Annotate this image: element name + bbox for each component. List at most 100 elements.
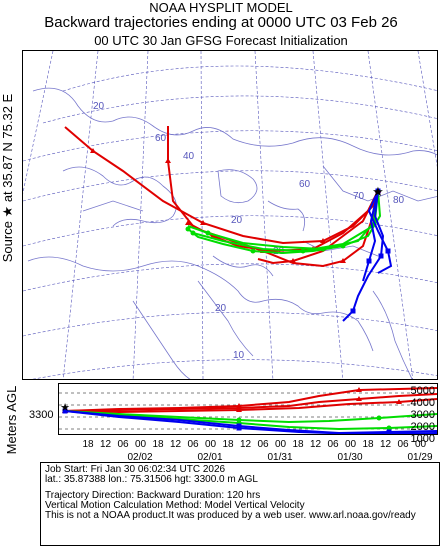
time-tick-label: 00 — [275, 439, 287, 450]
red-trajectory-1-marker — [200, 220, 206, 225]
time-tick-label: 00 — [345, 439, 357, 450]
alt-tick-3000: 3000 — [410, 409, 435, 421]
red-trajectory-3-marker — [185, 220, 191, 225]
time-tick-label: 12 — [100, 439, 112, 450]
red-trajectory-4-marker — [290, 258, 296, 263]
date-tick-label: 01/30 — [337, 452, 362, 463]
location-info: lat.: 35.87388 lon.: 75.31506 hgt: 3300.… — [45, 474, 258, 485]
parallel-50 — [23, 170, 437, 202]
altitude-source-star-icon: ★ — [60, 402, 70, 414]
green-altitude-1 — [64, 410, 437, 424]
green-trajectory-2-marker — [205, 230, 211, 236]
alt-tick-4000: 4000 — [410, 397, 435, 409]
trajectory-map[interactable]: 60 20 40 60 20 70 80 10 20 20 ★ — [22, 50, 438, 380]
blue-trajectory-1-marker — [378, 253, 384, 259]
time-tick-label: 00 — [205, 439, 217, 450]
parallel-70 — [42, 95, 437, 124]
green-trajectory-1-marker — [250, 248, 256, 254]
source-location-label: Source ★ at 35.87 N 75.32 E — [0, 93, 15, 263]
start-height-label: 3300 — [29, 409, 54, 421]
green-altitude-1-marker — [376, 415, 382, 421]
time-axis-svg: 18 12 06 00 18 12 06 00 18 12 06 00 18 12 06 00 18 12 06 00… — [82, 439, 433, 463]
red-altitude-1-marker — [356, 387, 362, 392]
time-tick-label: 18 — [222, 439, 234, 450]
alt-tick-1000: 1000 — [410, 433, 435, 445]
blue-altitude-2-marker — [236, 425, 242, 431]
blue-trajectory-1-marker — [350, 308, 356, 314]
red-trajectory-2 — [167, 126, 379, 253]
date-tick-label: 01/31 — [267, 452, 292, 463]
meridian-20 — [62, 51, 99, 379]
alt-tick-5000: 5000 — [410, 385, 435, 397]
blue-trajectory-3-marker — [375, 188, 381, 194]
lon-label-70: 70 — [353, 191, 365, 202]
lat-label-60: 60 — [155, 133, 167, 144]
meridian-10 — [23, 51, 54, 194]
parallel-60 — [23, 130, 437, 162]
red-trajectory-2-marker — [165, 158, 171, 163]
red-trajectory-3-marker — [340, 258, 346, 263]
parallel-20 — [23, 311, 437, 337]
altitude-profile[interactable]: ★ — [58, 383, 438, 435]
altitude-axis-label: Meters AGL — [4, 385, 19, 455]
date-tick-label: 02/01 — [197, 452, 222, 463]
time-tick-label: 06 — [187, 439, 199, 450]
model-title: NOAA HYSPLIT MODEL — [149, 0, 293, 15]
lat-label-40: 40 — [183, 151, 195, 162]
lat-label-20w: 20 — [93, 101, 105, 112]
alt-tick-2000: 2000 — [410, 421, 435, 433]
red-altitude-3 — [64, 398, 437, 414]
time-tick-label: 18 — [82, 439, 94, 450]
meridian-80 — [417, 51, 437, 167]
vertical-method: Vertical Motion Calculation Method: Mode… — [45, 500, 305, 511]
forecast-subtitle: 00 UTC 30 Jan GFSG Forecast Initializati… — [94, 33, 348, 48]
disclaimer: This is not a NOAA product.It was produc… — [45, 510, 416, 521]
blue-altitude-2-marker — [62, 408, 68, 414]
time-tick-label: 12 — [240, 439, 252, 450]
time-tick-label: 00 — [135, 439, 147, 450]
red-altitude-2 — [64, 393, 437, 412]
time-tick-label: 12 — [170, 439, 182, 450]
red-trajectory-1 — [64, 126, 379, 245]
meridian-70 — [367, 51, 414, 379]
blue-altitude-1-marker — [386, 429, 392, 434]
time-tick-label: 18 — [362, 439, 374, 450]
job-start: Job Start: Fri Jan 30 06:02:34 UTC 2026 — [45, 464, 226, 475]
blue-altitude-2-marker — [434, 430, 437, 434]
meridian-60 — [312, 51, 344, 379]
blue-trajectory-3 — [362, 190, 379, 282]
meridian-30 — [132, 51, 149, 379]
time-tick-label: 00 — [415, 439, 427, 450]
trajectory-title: Backward trajectories ending at 0000 UTC… — [44, 14, 398, 31]
green-trajectory-3-marker — [300, 248, 306, 254]
blue-trajectory-2 — [367, 190, 393, 274]
date-tick-label: 02/02 — [127, 452, 152, 463]
time-tick-label: 06 — [397, 439, 409, 450]
red-altitude-3-marker — [236, 407, 242, 412]
graticule — [23, 51, 437, 379]
blue-trajectory-3-marker — [366, 258, 372, 264]
green-trajectory-3-marker — [190, 230, 196, 236]
time-tick-label: 18 — [292, 439, 304, 450]
blue-altitude-1 — [64, 410, 437, 434]
lat-label-20: 20 — [215, 303, 227, 314]
red-trajectory-1-marker — [90, 148, 96, 153]
time-tick-label: 18 — [152, 439, 164, 450]
meridian-40 — [200, 51, 204, 379]
red-trajectory-4 — [257, 190, 379, 265]
red-altitude-2-marker — [356, 396, 362, 401]
parallel-80 — [62, 65, 437, 92]
lat-label-60b: 60 — [299, 179, 311, 190]
red-altitude-3-marker — [396, 399, 402, 404]
source-star-icon: ★ — [372, 184, 384, 199]
lon-label-80: 80 — [393, 195, 405, 206]
parallel-30 — [23, 263, 437, 292]
altitude-canvas: ★ — [59, 387, 437, 434]
map-canvas: 60 20 40 60 20 70 80 10 20 20 ★ — [23, 51, 437, 379]
green-trajectory-1-marker — [185, 226, 191, 232]
trajectory-direction: Trajectory Direction: Backward Duration:… — [45, 490, 261, 501]
time-tick-label: 06 — [257, 439, 269, 450]
time-axis: 18 12 06 00 18 12 06 00 18 12 06 00 18 12 06 00 18 12 06 00… — [58, 436, 438, 464]
altitude-lines — [62, 387, 437, 434]
parallel-40 — [23, 215, 437, 247]
